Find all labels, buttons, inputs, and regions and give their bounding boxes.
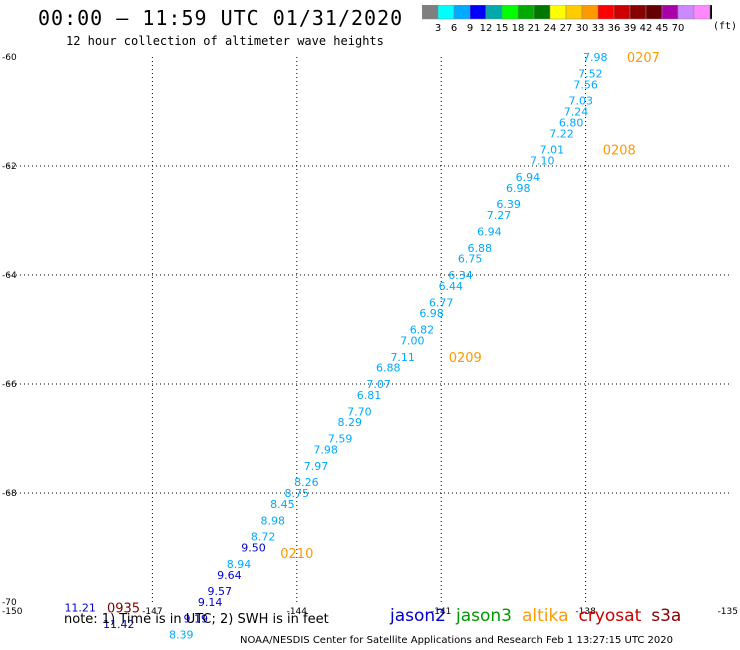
color-scale-tick: 30 xyxy=(576,23,589,34)
wave-height-value: 7.27 xyxy=(487,209,512,222)
pass-time-label: 0935 xyxy=(107,601,140,616)
wave-height-value: 9.14 xyxy=(198,596,223,609)
wave-height-value: 7.11 xyxy=(390,351,415,364)
wave-height-value: 8.72 xyxy=(251,531,276,544)
wave-height-value: 8.39 xyxy=(169,629,194,642)
wave-height-value: 7.01 xyxy=(540,144,565,157)
legend-altika: altika xyxy=(522,606,569,626)
wave-height-value: 7.56 xyxy=(573,78,598,91)
wave-height-value: 7.98 xyxy=(583,51,608,64)
wave-height-value: 7.10 xyxy=(530,155,555,168)
color-scale-tick: 33 xyxy=(592,23,605,34)
color-scale-tick: 27 xyxy=(560,23,573,34)
wave-height-value: 8.26 xyxy=(294,476,319,489)
wave-height-value: 7.52 xyxy=(578,67,603,80)
wave-height-value: 11.42 xyxy=(103,618,135,631)
pass-time-label: 0210 xyxy=(280,547,313,562)
wave-height-value: 8.98 xyxy=(260,514,285,527)
wave-height-value: 6.39 xyxy=(496,198,521,211)
y-tick-label: -66 xyxy=(2,380,17,390)
wave-height-value: 7.00 xyxy=(400,334,425,347)
wave-height-value: 9.64 xyxy=(217,569,242,582)
chart-subtitle: 12 hour collection of altimeter wave hei… xyxy=(66,34,384,48)
wave-height-value: 6.34 xyxy=(448,269,473,282)
x-tick-label: -147 xyxy=(142,607,162,617)
color-scale-tick: 12 xyxy=(480,23,493,34)
color-scale-tick: 36 xyxy=(608,23,621,34)
color-scale-tick: 6 xyxy=(451,23,457,34)
wave-height-value: 6.98 xyxy=(506,182,531,195)
wave-height-value: 6.82 xyxy=(410,324,435,337)
legend-cryosat: cryosat xyxy=(578,606,642,626)
wave-height-value: 6.98 xyxy=(419,307,444,320)
wave-height-value: 6.75 xyxy=(458,253,483,266)
color-scale-unit: (ft) xyxy=(713,21,738,32)
wave-height-value: 8.45 xyxy=(270,498,295,511)
y-tick-label: -64 xyxy=(2,271,17,281)
wave-height-value: 8.75 xyxy=(285,487,310,500)
x-tick-label: -141 xyxy=(431,607,451,617)
wave-height-value: 7.59 xyxy=(328,433,353,446)
footer-credit: NOAA/NESDIS Center for Satellite Applica… xyxy=(240,635,673,646)
wave-height-value: 7.98 xyxy=(313,443,338,456)
y-tick-label: -60 xyxy=(2,53,17,63)
color-scale-tick: 70 xyxy=(672,23,685,34)
pass-time-label: 0208 xyxy=(603,144,636,159)
wave-height-value: 8.29 xyxy=(337,416,362,429)
color-scale-tick: 21 xyxy=(528,23,541,34)
legend-s3a: s3a xyxy=(651,606,682,626)
wave-height-value: 6.94 xyxy=(477,225,502,238)
wave-height-value: 6.88 xyxy=(467,242,492,255)
wave-height-value: 9.50 xyxy=(241,542,266,555)
color-swatch xyxy=(709,5,712,20)
wave-height-value: 7.07 xyxy=(366,378,391,391)
color-scale-tick: 42 xyxy=(640,23,653,34)
wave-height-value: 11.21 xyxy=(64,601,96,614)
color-scale-tick: 45 xyxy=(656,23,669,34)
wave-height-value: 6.81 xyxy=(357,389,382,402)
y-tick-label: -70 xyxy=(2,598,17,608)
x-tick-label: -150 xyxy=(2,607,23,617)
legend-jason3: jason3 xyxy=(456,606,512,626)
legend-jason2: jason2 xyxy=(390,606,446,626)
wave-height-value: 8.94 xyxy=(227,558,252,571)
wave-height-value: 6.77 xyxy=(429,296,454,309)
color-scale-tick: 3 xyxy=(435,23,441,34)
wave-height-value: 7.22 xyxy=(549,127,574,140)
color-scale-tick: 39 xyxy=(624,23,637,34)
color-scale-tick: 15 xyxy=(496,23,509,34)
wave-height-value: 7.70 xyxy=(347,405,372,418)
x-tick-label: -135 xyxy=(718,607,738,617)
y-tick-label: -62 xyxy=(2,162,17,172)
color-scale-tick: 9 xyxy=(467,23,473,34)
wave-height-value: 9.57 xyxy=(208,585,233,598)
y-tick-label: -68 xyxy=(2,489,17,499)
x-tick-label: -144 xyxy=(287,607,308,617)
pass-time-label: 0207 xyxy=(627,51,660,66)
wave-height-value: 7.24 xyxy=(564,106,589,119)
wave-height-value: 7.03 xyxy=(569,95,594,108)
wave-height-value: 7.97 xyxy=(304,460,329,473)
pass-time-label: 0209 xyxy=(449,351,482,366)
x-tick-label: -138 xyxy=(575,607,596,617)
chart-title: 00:00 – 11:59 UTC 01/31/2020 xyxy=(38,6,404,30)
wave-height-value: 6.44 xyxy=(439,280,464,293)
satellite-legend: jason2 jason3 altika cryosat s3a xyxy=(390,606,691,626)
color-scale-tick: 18 xyxy=(512,23,525,34)
wave-height-value: 6.80 xyxy=(559,116,584,129)
color-scale-tick: 24 xyxy=(544,23,557,34)
wave-height-value: 6.94 xyxy=(516,171,541,184)
wave-height-value: 6.88 xyxy=(376,362,401,375)
wave-height-value: 9.19 xyxy=(183,612,208,625)
note-text: note: 1) Time is in UTC; 2) SWH is in fe… xyxy=(64,612,329,627)
color-scale-bar: 3 6 9 12 15 18 21 24 27 30 33 36 39 42 45 70 xyxy=(422,5,712,34)
